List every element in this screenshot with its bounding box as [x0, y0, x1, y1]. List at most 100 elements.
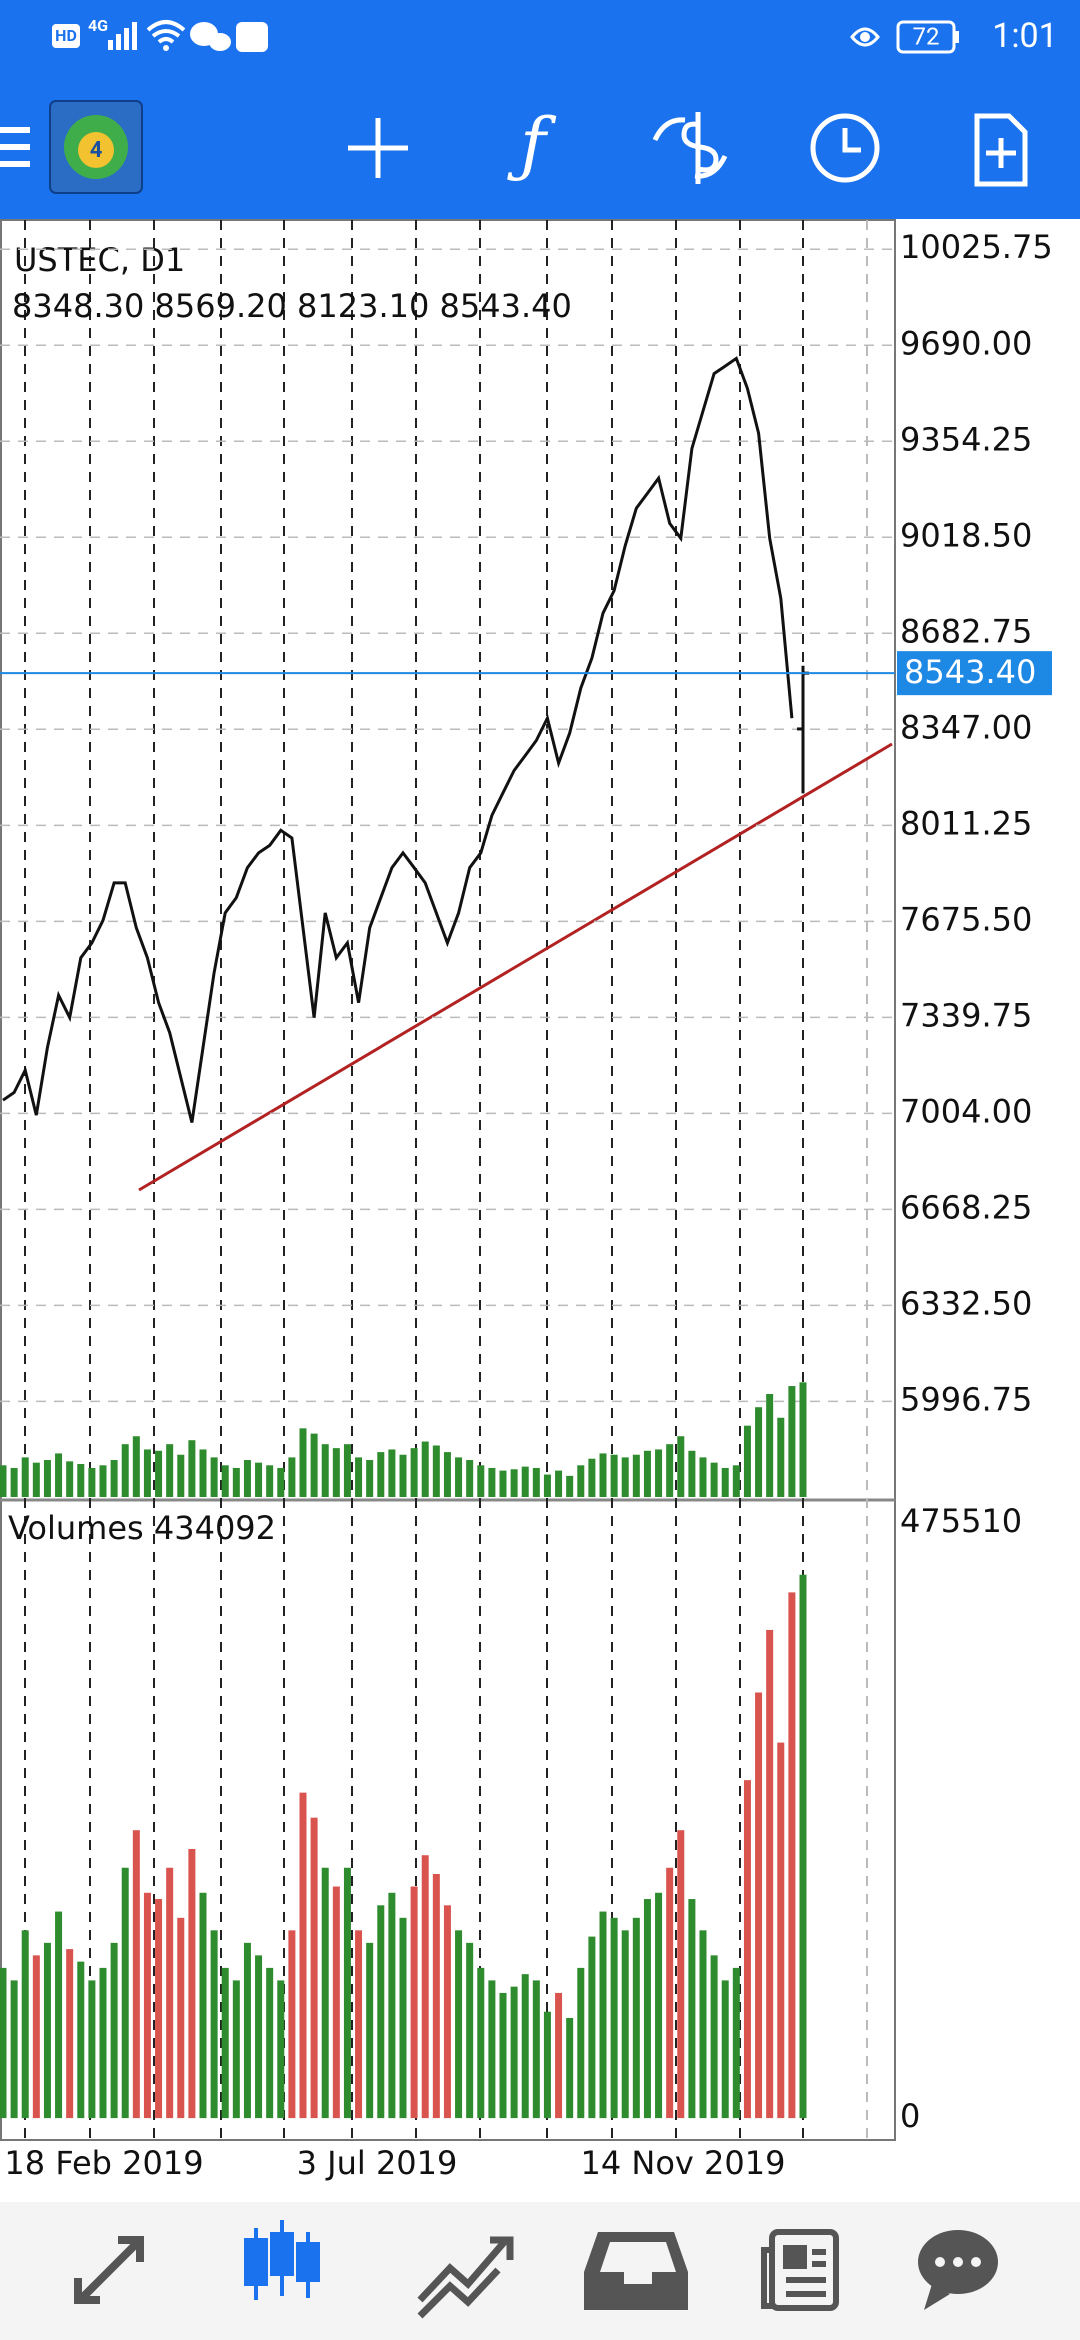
volume-overlay-bar [677, 1436, 685, 1497]
volume-bar [643, 1899, 651, 2119]
volume-overlay-bar [43, 1460, 51, 1497]
volume-overlay-bar [366, 1460, 374, 1497]
volume-bar [155, 1899, 163, 2119]
volume-overlay-bar [388, 1449, 396, 1497]
volume-bar [732, 1967, 740, 2119]
volume-bar [421, 1855, 429, 2119]
volume-bar [10, 1980, 18, 2119]
volume-bar [143, 1892, 151, 2119]
volume-bar [577, 1967, 585, 2119]
nav-chart[interactable] [244, 2220, 320, 2300]
y-tick-label: 10025.75 [900, 228, 1053, 266]
volume-bar [255, 1955, 263, 2119]
open-value: 8348.30 [12, 287, 144, 325]
volume-overlay-bar [610, 1454, 618, 1497]
volume-bar [477, 1967, 485, 2119]
x-axis-area [0, 2142, 1080, 2202]
x-tick-label: 18 Feb 2019 [4, 2144, 203, 2182]
volume-overlay-bar [621, 1457, 629, 1497]
volume-bar [77, 1961, 85, 2119]
volume-overlay-bar [643, 1450, 651, 1497]
y-tick-label: 9690.00 [900, 324, 1032, 362]
menu-button[interactable] [0, 127, 30, 167]
volume-name: Volumes [8, 1509, 144, 1547]
current-price-badge [897, 651, 1052, 696]
volume-bar [0, 1967, 7, 2119]
volume-overlay-bar [432, 1445, 440, 1497]
volume-overlay-bar [232, 1467, 240, 1497]
volume-overlay-bar [466, 1460, 474, 1497]
volume-overlay-bar [277, 1467, 285, 1497]
y-tick-label: 6332.50 [900, 1284, 1032, 1322]
nav-quotes[interactable] [74, 2236, 144, 2304]
nav-chat[interactable] [918, 2230, 998, 2310]
volume-overlay-bar [599, 1453, 607, 1497]
volume-bar [288, 1930, 296, 2119]
volume-bar [43, 1942, 51, 2119]
volume-bar [510, 1986, 518, 2119]
y-tick-label: 8011.25 [900, 804, 1032, 842]
y-tick-label: 7339.75 [900, 996, 1032, 1034]
volume-bar [599, 1911, 607, 2119]
volume-overlay-bar [132, 1436, 140, 1497]
volume-bar [99, 1967, 107, 2119]
volume-bar [55, 1911, 63, 2119]
crosshair-button[interactable] [348, 118, 408, 178]
volume-bar [21, 1930, 29, 2119]
volume-overlay-bar [99, 1465, 107, 1497]
price-line [2, 356, 794, 1123]
new-order-button[interactable] [974, 113, 1028, 187]
volume-bar [88, 1980, 96, 2119]
svg-text:4: 4 [90, 138, 103, 163]
volume-overlay-bar [32, 1462, 40, 1497]
nav-news[interactable] [761, 2229, 839, 2311]
nav-trade[interactable] [417, 2236, 514, 2319]
app-icon [236, 22, 268, 52]
volume-bar [399, 1917, 407, 2119]
hd-label: HD [55, 26, 77, 45]
volume-bar [355, 1930, 363, 2119]
network-label: 4G [88, 16, 108, 35]
volume-overlay-bar [166, 1444, 174, 1497]
volume-bar [132, 1830, 140, 2119]
volume-overlay-bar [410, 1448, 418, 1497]
wifi-icon [146, 20, 186, 44]
volume-overlay-bar [521, 1466, 529, 1497]
volume-bar [66, 1949, 74, 2119]
volume-overlay-bar [55, 1453, 63, 1497]
volume-overlay-bar [310, 1433, 318, 1497]
volume-overlay-bar [143, 1449, 151, 1497]
trend-line[interactable] [138, 742, 893, 1192]
y-tick-label: 6668.25 [900, 1188, 1032, 1226]
volume-overlay-bar [199, 1449, 207, 1497]
low-value: 8123.10 [297, 287, 429, 325]
volume-overlay-bar [66, 1461, 74, 1497]
volume-overlay-bar [355, 1457, 363, 1497]
volume-bar [455, 1930, 463, 2119]
volume-overlay-bar [0, 1465, 7, 1497]
timeframe-button[interactable] [810, 113, 880, 183]
volume-bar [521, 1974, 529, 2119]
volume-overlay-bar [177, 1454, 185, 1497]
nav-history[interactable] [584, 2232, 688, 2310]
battery-icon [896, 20, 956, 54]
app-header [0, 0, 1080, 219]
volume-bar [388, 1892, 396, 2119]
volume-overlay-bar [121, 1444, 129, 1497]
volume-bar [232, 1980, 240, 2119]
volume-overlay-bar [721, 1467, 729, 1497]
volume-overlay-bar [499, 1470, 507, 1497]
volume-overlay-bar [399, 1454, 407, 1497]
volume-bar [299, 1792, 307, 2119]
volume-bar [366, 1942, 374, 2119]
trade-button[interactable] [652, 112, 728, 184]
volume-bar [766, 1629, 774, 2119]
volume-overlay-bar [77, 1463, 85, 1497]
volume-overlay-bar [10, 1467, 18, 1497]
volume-bar [677, 1830, 685, 2119]
volume-bar [110, 1942, 118, 2119]
app-logo[interactable]: 4 [49, 100, 143, 194]
volume-bar [443, 1905, 451, 2119]
volume-overlay-bar [766, 1393, 774, 1497]
volume-bar [321, 1867, 329, 2119]
